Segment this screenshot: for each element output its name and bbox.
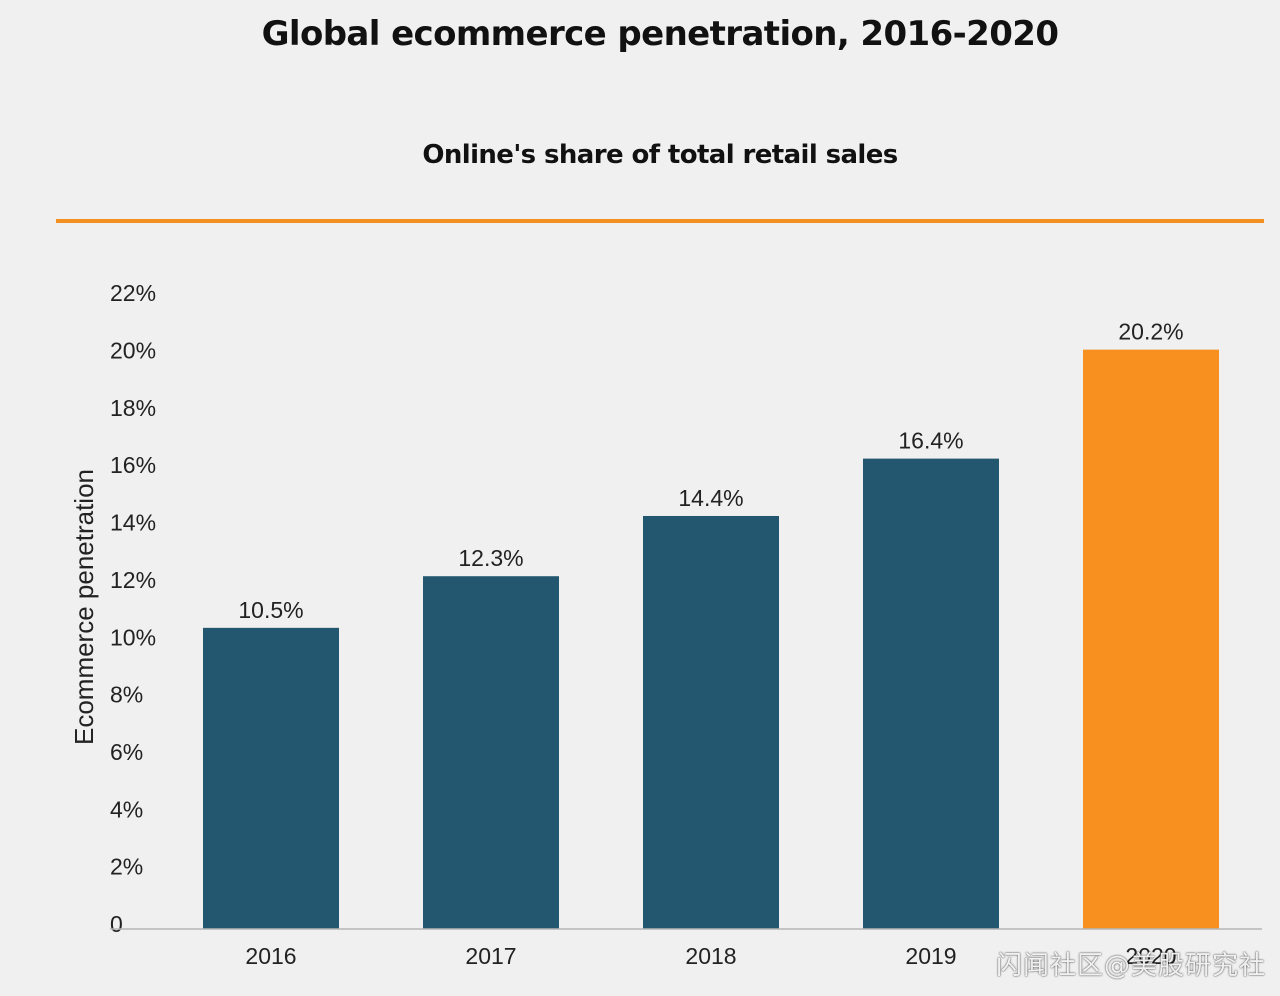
bar-2017 [423,576,559,929]
x-tick-labels: 2016 2017 2018 2019 2020 [245,943,1176,969]
x-tick-label-2019: 2019 [905,943,956,969]
y-tick-labels: 0 2% 4% 6% 8% 10% 12% 14% 16% 18% 20% 22% [110,280,156,937]
x-tick-label-2017: 2017 [465,943,516,969]
y-tick-label: 18% [110,395,156,421]
value-label-2019: 16.4% [898,428,963,454]
y-tick-label: 10% [110,624,156,650]
value-label-2017: 12.3% [458,545,523,571]
bar-2020 [1083,349,1219,929]
watermark-text: 闪闻社区@美股研究社 [995,951,1266,981]
y-tick-label: 6% [110,739,143,765]
y-tick-label: 14% [110,510,156,536]
y-tick-label: 12% [110,567,156,593]
value-label-2018: 14.4% [678,485,743,511]
value-label-2016: 10.5% [238,597,303,623]
bar-2018 [643,515,779,929]
y-tick-label: 8% [110,682,143,708]
y-tick-label: 2% [110,854,143,880]
x-tick-label-2016: 2016 [245,943,296,969]
y-axis-label: Ecommerce penetration [69,469,99,745]
y-tick-label: 20% [110,337,156,363]
y-tick-label: 16% [110,452,156,478]
value-label-2020: 20.2% [1118,319,1183,345]
chart-subtitle: Online's share of total retail sales [422,140,898,170]
y-tick-label: 4% [110,796,143,822]
bars [203,349,1219,929]
title-divider [56,219,1264,223]
y-tick-label: 22% [110,280,156,306]
x-tick-label-2018: 2018 [685,943,736,969]
bar-2016 [203,627,339,929]
bar-2019 [863,458,999,929]
x-tick-label-2020: 2020 [1125,943,1176,969]
chart-title: Global ecommerce penetration, 2016-2020 [261,14,1059,54]
y-tick-label: 0 [110,911,123,937]
value-labels: 10.5% 12.3% 14.4% 16.4% 20.2% [238,319,1183,623]
